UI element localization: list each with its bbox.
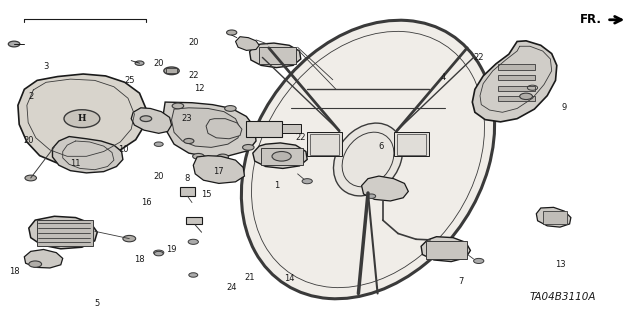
Text: 8: 8: [184, 174, 189, 183]
Circle shape: [474, 258, 484, 263]
Text: 19: 19: [166, 245, 177, 254]
Bar: [307, 132, 342, 156]
Text: 9: 9: [562, 103, 567, 112]
Text: 22: 22: [474, 53, 484, 62]
Text: 22: 22: [296, 133, 306, 142]
Polygon shape: [163, 102, 256, 157]
Circle shape: [225, 106, 236, 111]
Circle shape: [25, 175, 36, 181]
Bar: [186, 217, 202, 224]
Text: 10: 10: [118, 145, 128, 154]
Circle shape: [243, 145, 254, 150]
Circle shape: [193, 153, 204, 159]
Polygon shape: [253, 143, 307, 168]
Circle shape: [135, 61, 144, 65]
Text: 4: 4: [440, 73, 445, 82]
Bar: [310, 134, 339, 155]
Polygon shape: [18, 74, 146, 163]
Circle shape: [227, 30, 237, 35]
Text: 20: 20: [154, 59, 164, 68]
Text: 6: 6: [379, 142, 384, 151]
Text: TA04B3110A: TA04B3110A: [530, 292, 596, 302]
Circle shape: [154, 250, 164, 255]
Polygon shape: [206, 119, 242, 139]
Circle shape: [217, 154, 228, 160]
Bar: [180, 187, 195, 196]
Text: 22: 22: [188, 71, 198, 80]
Bar: [498, 96, 535, 101]
Circle shape: [64, 110, 100, 128]
Circle shape: [520, 93, 532, 100]
Text: 14: 14: [284, 274, 294, 283]
Circle shape: [172, 103, 184, 109]
Text: 20: 20: [24, 137, 34, 145]
Text: 1: 1: [274, 181, 279, 190]
Text: 18: 18: [134, 255, 145, 263]
Polygon shape: [472, 41, 557, 122]
Circle shape: [189, 273, 198, 277]
Text: 18: 18: [9, 267, 19, 276]
Bar: [261, 148, 303, 165]
Bar: [498, 75, 535, 80]
Bar: [426, 241, 467, 259]
Circle shape: [164, 67, 179, 75]
Text: 21: 21: [244, 273, 255, 282]
Circle shape: [184, 138, 194, 144]
Text: 23: 23: [182, 114, 192, 123]
Text: 15: 15: [201, 190, 211, 199]
Ellipse shape: [333, 123, 403, 196]
Polygon shape: [52, 137, 123, 173]
Bar: [397, 134, 426, 155]
Text: 7: 7: [458, 277, 463, 286]
Polygon shape: [421, 237, 470, 262]
Polygon shape: [172, 108, 240, 147]
Text: 13: 13: [556, 260, 566, 269]
Text: H: H: [77, 114, 86, 123]
Polygon shape: [536, 207, 571, 227]
Circle shape: [8, 41, 20, 47]
Bar: [498, 86, 535, 91]
Text: 12: 12: [195, 84, 205, 93]
Circle shape: [29, 261, 42, 267]
Polygon shape: [250, 43, 301, 68]
Text: 16: 16: [141, 198, 151, 207]
Circle shape: [123, 235, 136, 242]
Circle shape: [302, 179, 312, 184]
Polygon shape: [362, 176, 408, 201]
Polygon shape: [236, 37, 259, 50]
Text: 5: 5: [95, 299, 100, 308]
Text: 2: 2: [28, 92, 33, 101]
Text: 20: 20: [188, 38, 198, 47]
Circle shape: [154, 251, 163, 256]
Circle shape: [188, 239, 198, 244]
Ellipse shape: [241, 20, 495, 299]
Circle shape: [154, 142, 163, 146]
Polygon shape: [29, 216, 97, 249]
Text: 24: 24: [227, 283, 237, 292]
Circle shape: [367, 194, 376, 198]
Polygon shape: [193, 156, 244, 183]
Bar: [282, 124, 301, 133]
Text: FR.: FR.: [580, 13, 602, 26]
Circle shape: [272, 152, 291, 161]
Bar: [259, 47, 296, 64]
Bar: [166, 68, 177, 73]
Polygon shape: [24, 249, 63, 268]
Text: 25: 25: [124, 76, 134, 85]
Polygon shape: [131, 108, 172, 133]
Bar: [394, 132, 429, 156]
Text: 11: 11: [70, 159, 81, 168]
Text: 17: 17: [214, 167, 224, 176]
Circle shape: [140, 116, 152, 122]
Bar: [543, 211, 567, 224]
Text: 20: 20: [154, 172, 164, 181]
Bar: [498, 64, 535, 70]
Text: 3: 3: [44, 62, 49, 71]
Bar: [246, 121, 282, 137]
Bar: [37, 220, 93, 246]
